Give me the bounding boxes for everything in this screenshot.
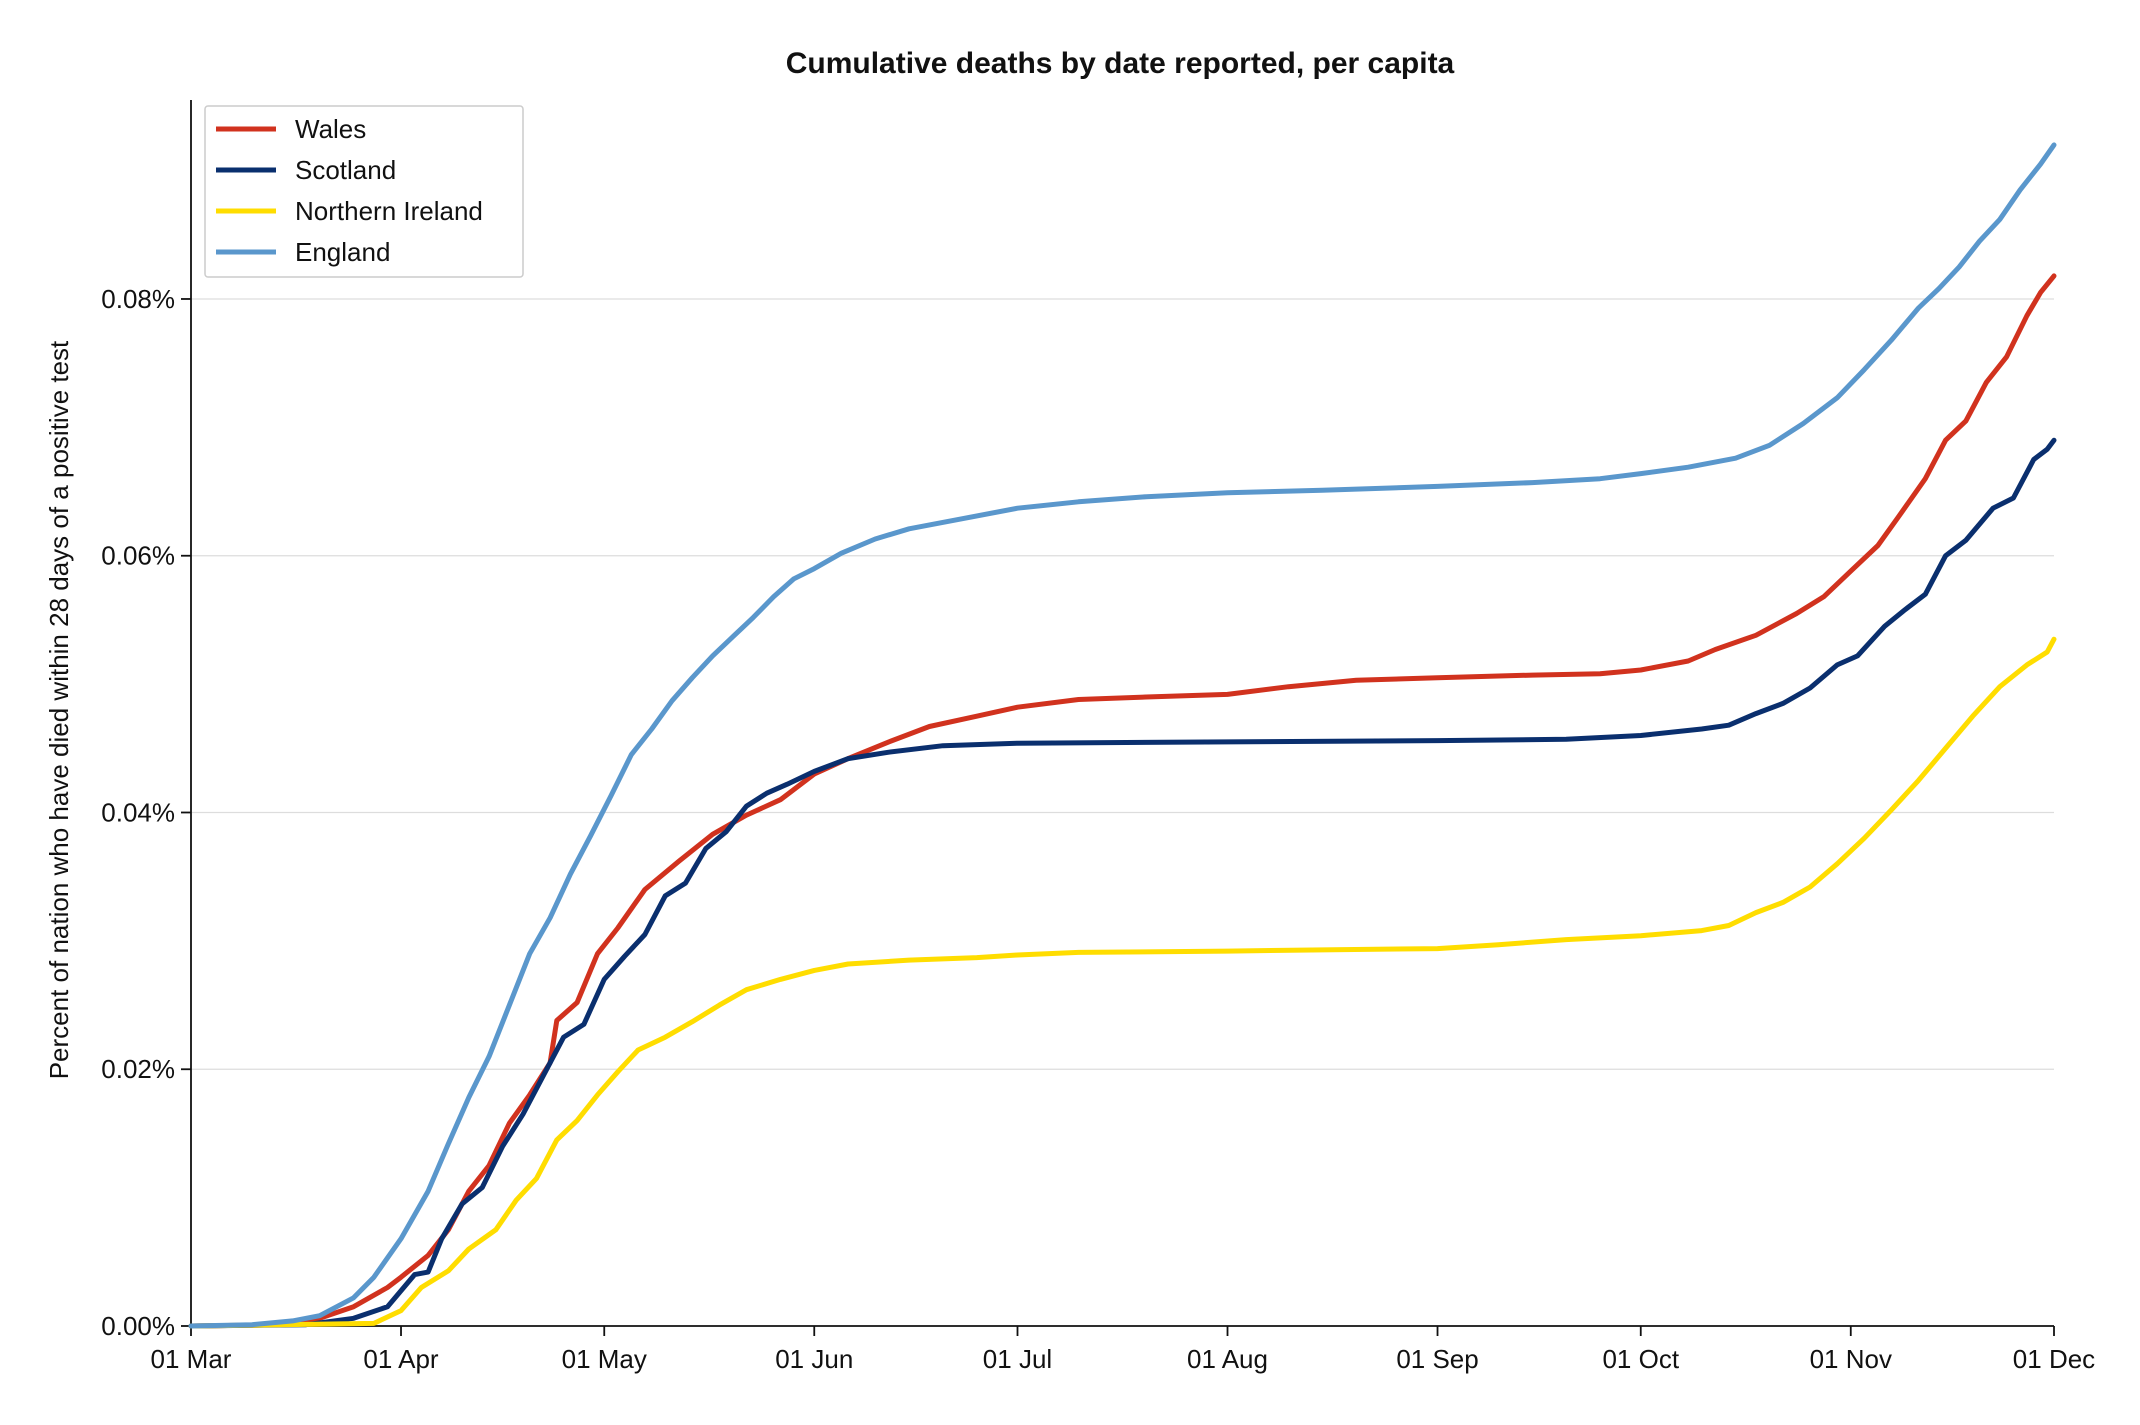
y-tick-label: 0.02% [101, 1054, 175, 1084]
series-lines [188, 142, 2057, 1329]
series-line-wales [188, 273, 2057, 1329]
legend-item-wales: Wales [216, 114, 366, 144]
y-tick-label: 0.04% [101, 797, 175, 827]
series-line-england [188, 142, 2057, 1329]
legend-item-england: England [216, 237, 390, 267]
legend-label: Wales [295, 114, 366, 144]
y-tick-label: 0.08% [101, 284, 175, 314]
x-tick-label: 01 Oct [1602, 1344, 1679, 1374]
x-tick-label: 01 May [562, 1344, 647, 1374]
axes: 0.00% 0.02% 0.04% 0.06% 0.08% 01 Mar 01 Apr 01 … [101, 100, 2095, 1374]
y-tick-label: 0.00% [101, 1311, 175, 1341]
y-axis-title: Percent of nation who have died within 2… [44, 340, 74, 1079]
legend: Wales Scotland Northern Ireland England [204, 105, 524, 278]
legend-item-scotland: Scotland [216, 155, 396, 185]
x-tick-label: 01 Sep [1396, 1344, 1478, 1374]
series-line-scotland [188, 437, 2057, 1329]
legend-label: Scotland [295, 155, 396, 185]
series-line-northern-ireland [188, 636, 2057, 1329]
x-tick-label: 01 Aug [1187, 1344, 1268, 1374]
x-tick-label: 01 Nov [1810, 1344, 1892, 1374]
x-tick-label: 01 Apr [363, 1344, 439, 1374]
x-tick-label: 01 Mar [151, 1344, 232, 1374]
legend-label: Northern Ireland [295, 196, 483, 226]
legend-label: England [295, 237, 390, 267]
grid-lines [191, 298, 2054, 1070]
x-tick-label: 01 Jul [983, 1344, 1052, 1374]
legend-items: Wales Scotland Northern Ireland England [216, 114, 483, 267]
chart-title: Cumulative deaths by date reported, per … [786, 47, 1455, 80]
legend-box [204, 105, 524, 278]
x-tick-label: 01 Dec [2013, 1344, 2095, 1374]
x-tick-label: 01 Jun [775, 1344, 853, 1374]
legend-item-northern-ireland: Northern Ireland [216, 196, 483, 226]
y-tick-label: 0.06% [101, 541, 175, 571]
